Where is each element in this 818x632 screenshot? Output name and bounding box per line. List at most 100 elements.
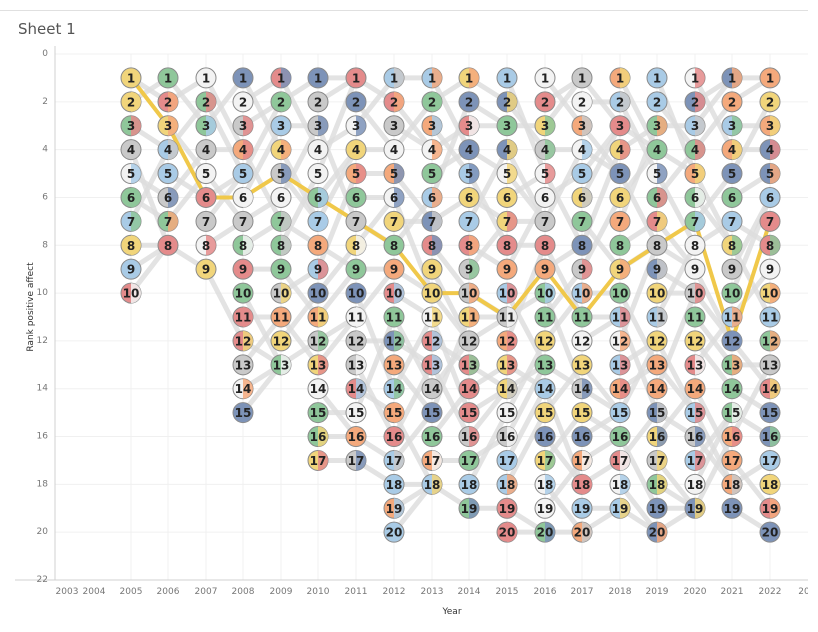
marker-rank-label: 8 — [691, 239, 699, 253]
marker-circle — [609, 115, 631, 137]
marker-rank-label: 5 — [277, 167, 285, 181]
rank-marker: 18 — [421, 473, 443, 495]
marker-rank-label: 4 — [314, 143, 322, 157]
marker-rank-label: 19 — [574, 502, 591, 516]
marker-rank-label: 6 — [202, 191, 210, 205]
background-lines — [128, 75, 773, 535]
y-tick-label: 10 — [37, 288, 49, 298]
rank-marker: 19 — [496, 497, 518, 519]
rank-marker: 2 — [721, 91, 743, 113]
rank-marker: 5 — [157, 163, 179, 185]
y-tick-label: 16 — [37, 432, 49, 442]
marker-stripe — [432, 91, 442, 112]
marker-rank-label: 2 — [541, 95, 549, 109]
marker-circle — [609, 402, 631, 424]
marker-rank-label: 7 — [616, 215, 624, 229]
rank-marker: 3 — [721, 115, 743, 137]
marker-rank-label: 14 — [424, 382, 441, 396]
rank-marker: 17 — [721, 449, 743, 471]
rank-marker: 11 — [646, 306, 668, 328]
rank-marker: 5 — [345, 163, 367, 185]
rank-marker: 1 — [232, 67, 254, 89]
rank-marker: 13 — [345, 354, 367, 376]
rank-marker: 9 — [307, 258, 329, 280]
marker-stripe — [582, 115, 592, 136]
marker-rank-label: 18 — [499, 478, 516, 492]
marker-rank-label: 15 — [574, 406, 591, 420]
rank-marker: 11 — [684, 306, 706, 328]
marker-stripe — [356, 163, 367, 184]
marker-rank-label: 9 — [691, 263, 699, 277]
marker-stripe — [394, 378, 404, 399]
marker-rank-label: 15 — [612, 406, 629, 420]
rank-marker: 5 — [232, 163, 254, 185]
rank-marker: 4 — [534, 139, 556, 161]
marker-stripe — [168, 139, 179, 160]
rank-marker: 11 — [421, 306, 443, 328]
marker-rank-label: 4 — [616, 143, 624, 157]
marker-rank-label: 11 — [762, 311, 779, 325]
marker-stripe — [657, 426, 668, 447]
marker-rank-label: 3 — [352, 119, 360, 133]
marker-rank-label: 11 — [461, 311, 478, 325]
rank-marker: 12 — [345, 330, 367, 352]
rank-marker: 6 — [120, 186, 142, 208]
marker-stripe — [131, 283, 141, 304]
marker-rank-label: 17 — [687, 454, 704, 468]
marker-rank-label: 18 — [762, 478, 779, 492]
marker-rank-label: 17 — [762, 454, 779, 468]
rank-marker: 3 — [421, 115, 443, 137]
marker-rank-label: 19 — [499, 502, 516, 516]
marker-rank-label: 6 — [314, 191, 322, 205]
marker-rank-label: 9 — [653, 263, 661, 277]
rank-marker: 10 — [270, 282, 292, 304]
x-tick-label: 2007 — [195, 587, 218, 597]
marker-stripe — [394, 330, 404, 351]
rank-marker: 9 — [571, 258, 593, 280]
background-series-line — [128, 147, 171, 224]
rank-marker: 15 — [684, 402, 706, 424]
marker-stripe — [620, 235, 630, 256]
marker-rank-label: 20 — [537, 526, 554, 540]
x-tick-label: 2008 — [232, 587, 255, 597]
marker-circle — [496, 234, 518, 256]
marker-stripe — [582, 450, 592, 471]
marker-circle — [759, 306, 781, 328]
y-tick-label: 6 — [42, 192, 48, 202]
rank-marker: 3 — [345, 115, 367, 137]
marker-stripe — [507, 378, 517, 399]
rank-marker: 13 — [496, 354, 518, 376]
marker-rank-label: 1 — [352, 71, 360, 85]
rank-marker: 5 — [571, 163, 593, 185]
rank-marker: 16 — [307, 426, 329, 448]
marker-circle — [270, 115, 292, 137]
marker-rank-label: 13 — [348, 358, 365, 372]
rank-marker: 11 — [383, 306, 405, 328]
marker-circle — [759, 91, 781, 113]
rank-marker: 11 — [721, 306, 743, 328]
background-series-line — [203, 75, 246, 153]
rank-marker: 7 — [571, 210, 593, 232]
y-axis-title: Rank positive affect — [26, 262, 36, 352]
rank-marker: 13 — [721, 354, 743, 376]
x-tick-label: 2010 — [307, 587, 330, 597]
marker-stripe — [356, 378, 367, 399]
rank-marker: 14 — [345, 378, 367, 400]
x-tick-label: 2020 — [684, 587, 707, 597]
rank-marker: 2 — [609, 91, 631, 113]
marker-rank-label: 3 — [164, 119, 172, 133]
rank-marker: 6 — [571, 186, 593, 208]
marker-rank-label: 16 — [724, 430, 741, 444]
marker-stripe — [394, 67, 405, 88]
marker-stripe — [657, 211, 668, 232]
marker-circle — [458, 473, 480, 495]
marker-stripe — [469, 498, 479, 519]
rank-marker: 17 — [496, 449, 518, 471]
marker-rank-label: 2 — [653, 95, 661, 109]
marker-circle — [195, 186, 217, 208]
marker-stripe — [394, 402, 404, 423]
marker-stripe — [243, 115, 254, 136]
marker-circle — [759, 186, 781, 208]
marker-stripe — [432, 450, 442, 471]
marker-stripe — [243, 378, 254, 399]
